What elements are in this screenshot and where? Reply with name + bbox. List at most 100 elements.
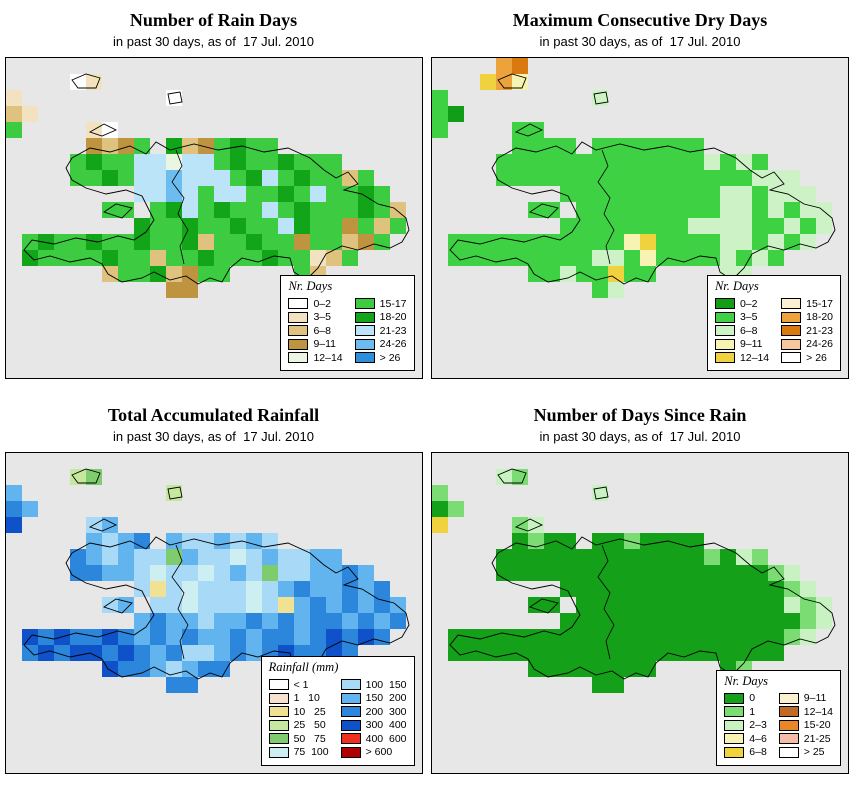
legend-swatch — [340, 679, 361, 690]
raster-cell — [117, 628, 134, 645]
raster-cell — [624, 202, 640, 218]
raster-cell — [576, 202, 592, 218]
raster-cell — [229, 596, 246, 613]
raster-cell — [736, 202, 752, 218]
raster-cell — [608, 612, 624, 629]
legend-label: 6–8 — [313, 324, 331, 337]
legend-entry: 150 200 — [340, 692, 407, 704]
raster-cell — [592, 186, 608, 202]
legend-label: 3–5 — [739, 311, 758, 323]
raster-cell — [672, 612, 688, 629]
legend-entry: 21-23 — [354, 325, 407, 337]
legend-swatch — [714, 311, 735, 323]
raster-cell — [800, 628, 816, 645]
legend-entry: 24-26 — [781, 338, 833, 350]
raster-cell — [736, 644, 752, 661]
raster-cell — [720, 234, 736, 250]
raster-cell — [181, 138, 198, 154]
legend-swatch — [268, 719, 289, 731]
raster-cell — [512, 516, 528, 533]
raster-cell — [624, 660, 640, 677]
raster-cell — [325, 170, 342, 186]
raster-cell — [213, 186, 230, 202]
raster-cell — [373, 596, 390, 613]
raster-cell — [69, 154, 86, 170]
raster-cell — [293, 234, 310, 250]
raster-cell — [341, 202, 358, 218]
raster-cell — [85, 138, 102, 154]
raster-cell — [528, 596, 544, 613]
raster-cell — [544, 644, 560, 661]
raster-cell — [704, 186, 720, 202]
raster-cell — [357, 218, 374, 234]
raster-cell — [85, 468, 102, 485]
raster-cell — [752, 202, 768, 218]
raster-cell — [464, 234, 480, 250]
raster-cell — [357, 170, 374, 186]
raster-cell — [277, 596, 294, 613]
raster-cell — [496, 564, 512, 581]
raster-cell — [245, 250, 262, 266]
raster-cell — [720, 564, 736, 581]
raster-cell — [624, 186, 640, 202]
legend-entry: 21-23 — [781, 325, 833, 337]
raster-cell — [69, 548, 86, 565]
raster-cell — [624, 154, 640, 170]
legend-column: 15-17 18-20 21-23 24-26 > 26 — [354, 296, 407, 365]
raster-cell — [149, 154, 166, 170]
raster-cell — [101, 596, 118, 613]
raster-cell — [101, 628, 118, 645]
raster-cell — [261, 250, 278, 266]
raster-cell — [720, 628, 736, 645]
raster-cell — [736, 548, 752, 565]
raster-cell — [309, 218, 326, 234]
raster-cell — [448, 106, 464, 122]
legend-label: 6–8 — [739, 324, 758, 337]
raster-cell — [21, 644, 38, 661]
raster-cell — [640, 596, 656, 613]
raster-cell — [261, 154, 278, 170]
raster-cell — [688, 644, 704, 661]
raster-cell — [149, 644, 166, 661]
raster-cell — [117, 154, 134, 170]
raster-cell — [544, 548, 560, 565]
panel-subtitle: in past 30 days, as of 17 Jul. 2010 — [113, 428, 314, 444]
raster-cell — [245, 596, 262, 613]
raster-cell — [544, 138, 560, 154]
legend-columns: 0–2 3–5 6–8 9–11 12–14 15-17 18-20 21-23 24-26 > … — [288, 296, 407, 365]
raster-cell — [736, 170, 752, 186]
raster-cell — [309, 548, 326, 565]
legend: Nr. Days 0 1 2–3 4–6 6–8 9–11 12–14 15-20 21-25 > … — [716, 669, 841, 766]
raster-cell — [149, 660, 166, 677]
raster-cell — [672, 532, 688, 549]
raster-cell — [720, 596, 736, 613]
raster-cell — [736, 580, 752, 597]
raster-cell — [165, 612, 182, 629]
raster-cell — [133, 154, 150, 170]
raster-cell — [688, 628, 704, 645]
raster-cell — [21, 250, 38, 266]
raster-cell — [544, 170, 560, 186]
raster-cell — [560, 532, 576, 549]
raster-cell — [245, 644, 262, 661]
raster-cell — [149, 596, 166, 613]
raster-cell — [512, 250, 528, 266]
raster-cell — [720, 170, 736, 186]
legend-label: 75 100 — [293, 746, 329, 758]
raster-cell — [85, 644, 102, 661]
legend-entry: 18-20 — [781, 311, 833, 323]
raster-cell — [149, 580, 166, 597]
raster-cell — [133, 266, 150, 282]
legend-swatch — [268, 733, 289, 744]
legend-entry: 9–11 — [288, 338, 342, 350]
raster-cell — [133, 234, 150, 250]
raster-cell — [213, 660, 230, 677]
legend-label: 25 50 — [293, 719, 326, 731]
raster-cell — [181, 532, 198, 549]
raster-cell — [672, 186, 688, 202]
raster-cell — [624, 628, 640, 645]
raster-cell — [528, 266, 544, 282]
raster-cell — [245, 548, 262, 565]
